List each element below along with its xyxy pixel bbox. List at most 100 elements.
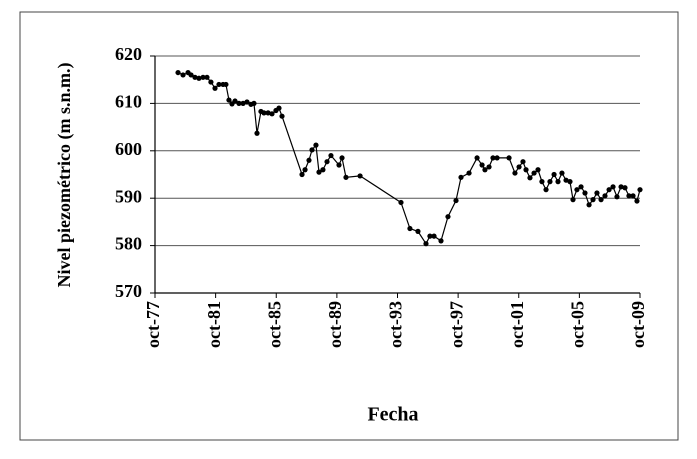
point xyxy=(279,113,285,119)
point xyxy=(339,155,345,161)
point xyxy=(438,238,444,244)
x-tick-label: oct-85 xyxy=(264,301,284,348)
point xyxy=(445,214,451,220)
point xyxy=(634,198,640,204)
point xyxy=(594,190,600,196)
point xyxy=(240,100,246,106)
point xyxy=(486,164,492,170)
point xyxy=(180,72,186,78)
point xyxy=(506,155,512,161)
point xyxy=(551,171,557,178)
point xyxy=(539,179,545,185)
point xyxy=(343,174,349,180)
point xyxy=(212,85,218,91)
y-tick-label: 590 xyxy=(115,186,142,206)
point xyxy=(453,197,459,204)
point xyxy=(407,225,413,232)
point xyxy=(244,99,250,105)
point xyxy=(614,194,620,200)
point xyxy=(606,187,612,193)
point xyxy=(196,75,202,81)
point xyxy=(261,110,267,116)
point xyxy=(630,193,636,199)
point xyxy=(535,167,541,173)
point xyxy=(574,187,580,193)
point xyxy=(490,155,496,161)
x-axis-title: Fecha xyxy=(367,404,418,426)
point xyxy=(563,177,569,183)
point xyxy=(516,164,522,170)
point xyxy=(328,152,334,159)
y-tick-label: 580 xyxy=(115,234,142,254)
point xyxy=(336,162,342,168)
point xyxy=(208,79,214,85)
point xyxy=(618,184,624,190)
point xyxy=(637,187,643,193)
point xyxy=(316,169,322,175)
point xyxy=(474,155,480,161)
frame xyxy=(19,11,679,441)
point xyxy=(265,110,271,116)
point xyxy=(324,159,330,165)
point xyxy=(423,241,429,247)
point xyxy=(570,197,576,203)
point xyxy=(251,100,257,106)
point xyxy=(175,69,181,76)
point xyxy=(431,233,437,239)
point xyxy=(357,173,363,179)
point xyxy=(398,199,404,206)
point xyxy=(306,157,312,163)
point xyxy=(204,74,210,80)
point xyxy=(226,97,232,103)
x-tick-label: oct-09 xyxy=(628,301,648,348)
point xyxy=(466,170,472,176)
point xyxy=(598,197,604,203)
point xyxy=(567,179,573,185)
point xyxy=(512,170,518,176)
point xyxy=(559,170,565,176)
point xyxy=(494,155,500,161)
point xyxy=(232,98,238,104)
point xyxy=(302,167,308,173)
point xyxy=(192,74,198,80)
point xyxy=(520,159,526,165)
point xyxy=(527,175,533,181)
point xyxy=(622,185,628,191)
point xyxy=(555,179,561,185)
line xyxy=(177,71,641,245)
x-tick-label: oct-93 xyxy=(386,301,406,348)
point xyxy=(216,81,222,88)
point xyxy=(586,202,592,208)
point xyxy=(547,179,553,185)
y-tick-label: 620 xyxy=(115,44,142,64)
point xyxy=(299,171,305,178)
point xyxy=(320,167,326,173)
x-tick-label: oct-97 xyxy=(446,301,466,348)
point xyxy=(531,170,537,176)
point xyxy=(582,190,588,196)
x-tick-label: oct-77 xyxy=(143,301,163,348)
point xyxy=(482,167,488,173)
y-axis-title: Nivel piezométrico (m s.n.m.) xyxy=(54,63,75,288)
point xyxy=(479,162,485,168)
point xyxy=(427,233,433,239)
point xyxy=(200,74,206,80)
point xyxy=(626,193,632,199)
point xyxy=(543,187,549,193)
point xyxy=(523,167,529,173)
point xyxy=(188,72,194,78)
y-tick-label: 610 xyxy=(115,92,142,112)
point xyxy=(578,184,584,190)
point xyxy=(610,184,616,190)
point xyxy=(415,228,421,234)
y-tick-label: 570 xyxy=(115,281,142,301)
point xyxy=(276,105,282,111)
point xyxy=(269,111,275,117)
point xyxy=(590,197,596,203)
point xyxy=(602,193,608,199)
y-tick-label: 600 xyxy=(115,139,142,159)
point xyxy=(458,174,464,180)
point xyxy=(309,147,315,153)
